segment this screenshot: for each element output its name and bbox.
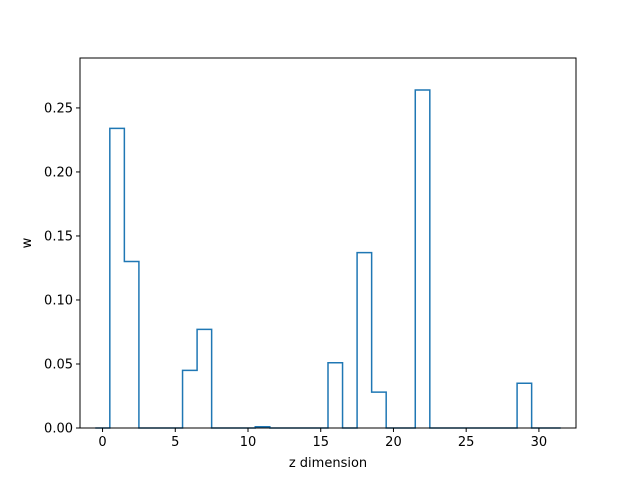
y-tick-label: 0.20 bbox=[44, 165, 73, 180]
y-axis-ticks: 0.00 0.05 0.10 0.15 0.20 0.25 bbox=[44, 101, 80, 437]
x-tick-label: 20 bbox=[385, 435, 402, 450]
y-tick-label: 0.15 bbox=[44, 229, 73, 244]
x-axis-label: z dimension bbox=[289, 456, 367, 471]
x-axis-ticks: 0 5 10 15 20 25 30 bbox=[98, 428, 547, 450]
x-tick-label: 30 bbox=[531, 435, 548, 450]
y-tick-label: 0.25 bbox=[44, 101, 73, 116]
y-axis-label: w bbox=[20, 237, 35, 248]
y-tick-label: 0.05 bbox=[44, 357, 73, 372]
x-tick-label: 5 bbox=[171, 435, 179, 450]
x-tick-label: 10 bbox=[240, 435, 257, 450]
x-tick-label: 25 bbox=[458, 435, 475, 450]
x-tick-label: 0 bbox=[98, 435, 106, 450]
axes-frame bbox=[79, 57, 577, 429]
y-tick-label: 0.00 bbox=[44, 422, 73, 437]
y-tick-label: 0.10 bbox=[44, 293, 73, 308]
x-tick-label: 15 bbox=[312, 435, 329, 450]
